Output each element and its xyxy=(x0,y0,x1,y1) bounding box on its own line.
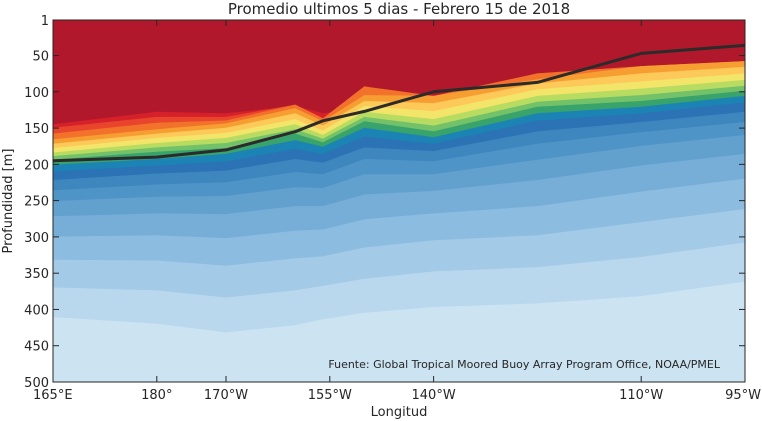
y-tick-label: 350 xyxy=(24,267,49,282)
y-tick-label: 1 xyxy=(41,14,49,29)
y-tick-label: 100 xyxy=(24,86,49,101)
contour-band-20 xyxy=(53,281,745,382)
y-tick-label: 450 xyxy=(24,340,49,355)
x-tick-label: 165°E xyxy=(33,388,73,403)
y-tick-label: 50 xyxy=(32,50,49,65)
x-tick-label: 180° xyxy=(141,388,172,403)
x-tick-label: 155°W xyxy=(308,388,352,403)
y-tick-label: 300 xyxy=(24,231,49,246)
chart-title: Promedio ultimos 5 dias - Febrero 15 de … xyxy=(228,0,570,18)
thermocline-line xyxy=(53,43,745,163)
source-annotation: Fuente: Global Tropical Moored Buoy Arra… xyxy=(328,358,720,371)
contour-bands xyxy=(53,20,745,382)
y-tick-label: 150 xyxy=(24,122,49,137)
y-tick-label: 200 xyxy=(24,158,49,173)
y-tick-label: 500 xyxy=(24,376,49,391)
x-axis: 165°E 180° 170°W 155°W 140°W 110°W 95°W xyxy=(33,20,761,403)
y-tick-label: 400 xyxy=(24,303,49,318)
y-axis-label: Profundidad [m] xyxy=(1,149,16,254)
x-tick-label: 170°W xyxy=(204,388,248,403)
x-tick-label: 110°W xyxy=(619,388,663,403)
x-axis-label: Longitud xyxy=(371,405,428,420)
y-tick-label: 250 xyxy=(24,195,49,210)
thermocline-layer xyxy=(53,43,745,163)
x-tick-label: 95°W xyxy=(725,388,761,403)
x-tick-label: 140°W xyxy=(412,388,456,403)
